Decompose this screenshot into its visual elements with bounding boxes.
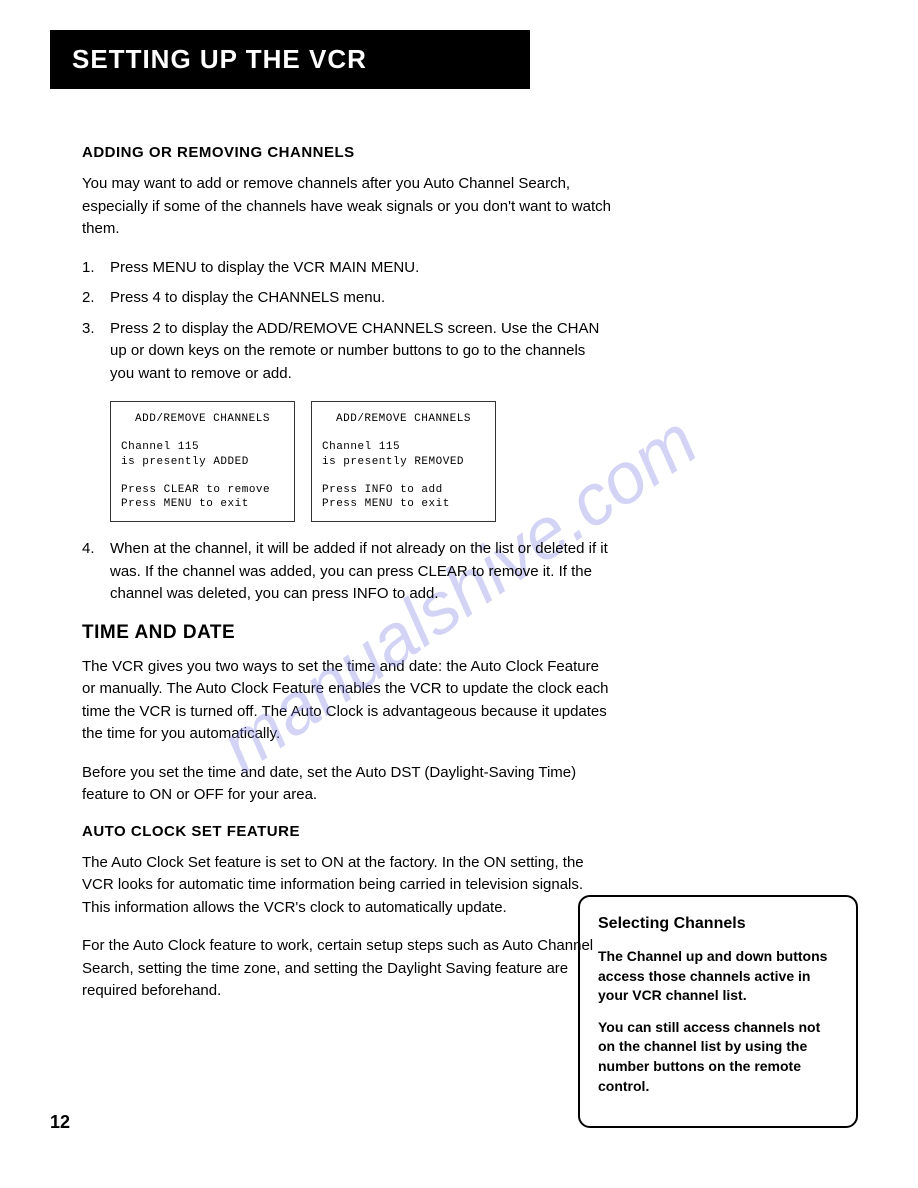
- selecting-channels-sidebar: Selecting Channels The Channel up and do…: [578, 895, 858, 1128]
- adding-removing-heading: ADDING OR REMOVING CHANNELS: [82, 144, 612, 161]
- step-num: 4.: [82, 538, 95, 561]
- screen-line: Press CLEAR to remove: [121, 483, 284, 497]
- step-3: 3. Press 2 to display the ADD/REMOVE CHAN…: [82, 318, 612, 386]
- auto-clock-heading: AUTO CLOCK SET FEATURE: [82, 823, 612, 840]
- sidebar-title: Selecting Channels: [598, 915, 838, 933]
- screen-line: Channel 115: [322, 440, 485, 454]
- main-content: ADDING OR REMOVING CHANNELS You may want…: [82, 144, 612, 1003]
- adding-removing-intro: You may want to add or remove channels a…: [82, 173, 612, 241]
- screen-title: ADD/REMOVE CHANNELS: [121, 412, 284, 426]
- vcr-screen-examples: ADD/REMOVE CHANNELS Channel 115 is prese…: [110, 401, 612, 522]
- step-text: Press MENU to display the VCR MAIN MENU.: [110, 259, 419, 276]
- screen-line: Press MENU to exit: [322, 497, 485, 511]
- sidebar-para1: The Channel up and down buttons access t…: [598, 947, 838, 1006]
- screen-footer: Press CLEAR to remove Press MENU to exit: [121, 483, 284, 512]
- step-4: 4. When at the channel, it will be added …: [82, 538, 612, 606]
- step-text: Press 4 to display the CHANNELS menu.: [110, 289, 385, 306]
- step-num: 2.: [82, 287, 95, 310]
- sidebar-para2: You can still access channels not on the…: [598, 1018, 838, 1096]
- screen-added: ADD/REMOVE CHANNELS Channel 115 is prese…: [110, 401, 295, 522]
- screen-body: Channel 115 is presently REMOVED: [322, 440, 485, 469]
- auto-clock-para2: For the Auto Clock feature to work, cert…: [82, 935, 612, 1003]
- screen-line: is presently ADDED: [121, 455, 284, 469]
- step-1: 1. Press MENU to display the VCR MAIN MEN…: [82, 257, 612, 280]
- page-number: 12: [50, 1112, 70, 1133]
- steps-list-continued: 4. When at the channel, it will be added …: [82, 538, 612, 606]
- time-date-para2: Before you set the time and date, set th…: [82, 762, 612, 807]
- step-2: 2. Press 4 to display the CHANNELS menu.: [82, 287, 612, 310]
- time-date-para1: The VCR gives you two ways to set the ti…: [82, 656, 612, 746]
- time-date-heading: TIME AND DATE: [82, 622, 612, 644]
- screen-line: is presently REMOVED: [322, 455, 485, 469]
- screen-title: ADD/REMOVE CHANNELS: [322, 412, 485, 426]
- screen-line: Press INFO to add: [322, 483, 485, 497]
- screen-removed: ADD/REMOVE CHANNELS Channel 115 is prese…: [311, 401, 496, 522]
- screen-line: Press MENU to exit: [121, 497, 284, 511]
- screen-body: Channel 115 is presently ADDED: [121, 440, 284, 469]
- screen-footer: Press INFO to add Press MENU to exit: [322, 483, 485, 512]
- step-text: When at the channel, it will be added if…: [110, 540, 608, 602]
- steps-list: 1. Press MENU to display the VCR MAIN MEN…: [82, 257, 612, 386]
- auto-clock-para1: The Auto Clock Set feature is set to ON …: [82, 852, 612, 920]
- step-num: 3.: [82, 318, 95, 341]
- step-text: Press 2 to display the ADD/REMOVE CHANNE…: [110, 320, 599, 382]
- page-title-banner: SETTING UP THE VCR: [50, 30, 530, 89]
- screen-line: Channel 115: [121, 440, 284, 454]
- step-num: 1.: [82, 257, 95, 280]
